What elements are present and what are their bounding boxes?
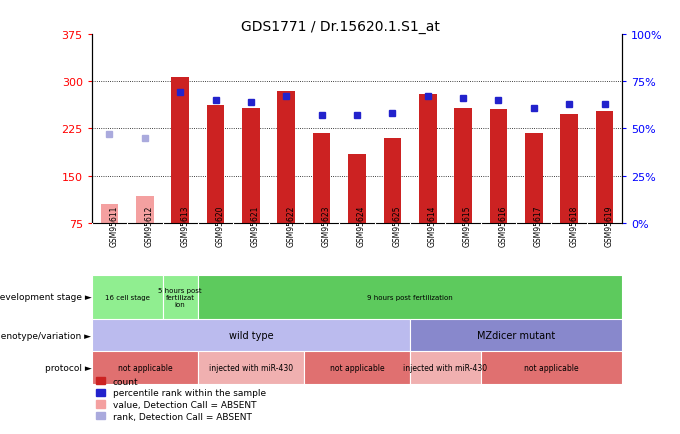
Text: GSM95613: GSM95613: [180, 205, 189, 247]
Text: GSM95614: GSM95614: [428, 205, 437, 247]
Text: 9 hours post fertilization: 9 hours post fertilization: [367, 294, 453, 300]
Text: GSM95618: GSM95618: [569, 205, 578, 247]
Text: not applicable: not applicable: [524, 363, 579, 372]
Bar: [101, 204, 118, 224]
Text: injected with miR-430: injected with miR-430: [209, 363, 293, 372]
Text: 5 hours post
fertilizat
ion: 5 hours post fertilizat ion: [158, 287, 202, 307]
Bar: [277, 91, 295, 224]
Bar: [136, 197, 154, 224]
Bar: [481, 352, 622, 384]
Text: GSM95617: GSM95617: [534, 205, 543, 247]
Bar: [454, 108, 472, 224]
Bar: [313, 134, 330, 224]
Text: not applicable: not applicable: [118, 363, 172, 372]
Text: GDS1771 / Dr.15620.1.S1_at: GDS1771 / Dr.15620.1.S1_at: [241, 20, 439, 33]
Bar: [410, 319, 622, 352]
Bar: [207, 106, 224, 224]
Bar: [92, 352, 198, 384]
Text: GSM95615: GSM95615: [463, 205, 472, 247]
Bar: [419, 95, 437, 224]
Text: GSM95625: GSM95625: [392, 205, 401, 247]
Bar: [525, 134, 543, 224]
Bar: [410, 352, 481, 384]
Text: GSM95621: GSM95621: [251, 205, 260, 247]
Bar: [92, 319, 410, 352]
Bar: [596, 112, 613, 224]
Text: GSM95620: GSM95620: [216, 205, 224, 247]
Bar: [560, 115, 578, 224]
Bar: [348, 154, 366, 224]
Text: not applicable: not applicable: [330, 363, 384, 372]
Text: injected with miR-430: injected with miR-430: [403, 363, 488, 372]
Text: GSM95611: GSM95611: [109, 205, 118, 247]
Text: wild type: wild type: [228, 330, 273, 340]
Bar: [490, 110, 507, 224]
Text: 16 cell stage: 16 cell stage: [105, 294, 150, 300]
Text: GSM95612: GSM95612: [145, 205, 154, 247]
Text: GSM95619: GSM95619: [605, 205, 613, 247]
Bar: [242, 108, 260, 224]
Text: GSM95616: GSM95616: [498, 205, 507, 247]
Bar: [171, 78, 189, 224]
Text: protocol ►: protocol ►: [44, 363, 91, 372]
Text: MZdicer mutant: MZdicer mutant: [477, 330, 556, 340]
Text: GSM95622: GSM95622: [286, 205, 295, 247]
Bar: [198, 276, 622, 319]
Text: GSM95624: GSM95624: [357, 205, 366, 247]
Bar: [304, 352, 410, 384]
Legend: count, percentile rank within the sample, value, Detection Call = ABSENT, rank, : count, percentile rank within the sample…: [97, 377, 266, 421]
Bar: [384, 138, 401, 224]
Bar: [198, 352, 304, 384]
Text: genotype/variation ►: genotype/variation ►: [0, 331, 91, 340]
Text: GSM95623: GSM95623: [322, 205, 330, 247]
Bar: [92, 276, 163, 319]
Text: development stage ►: development stage ►: [0, 293, 91, 302]
Bar: [163, 276, 198, 319]
